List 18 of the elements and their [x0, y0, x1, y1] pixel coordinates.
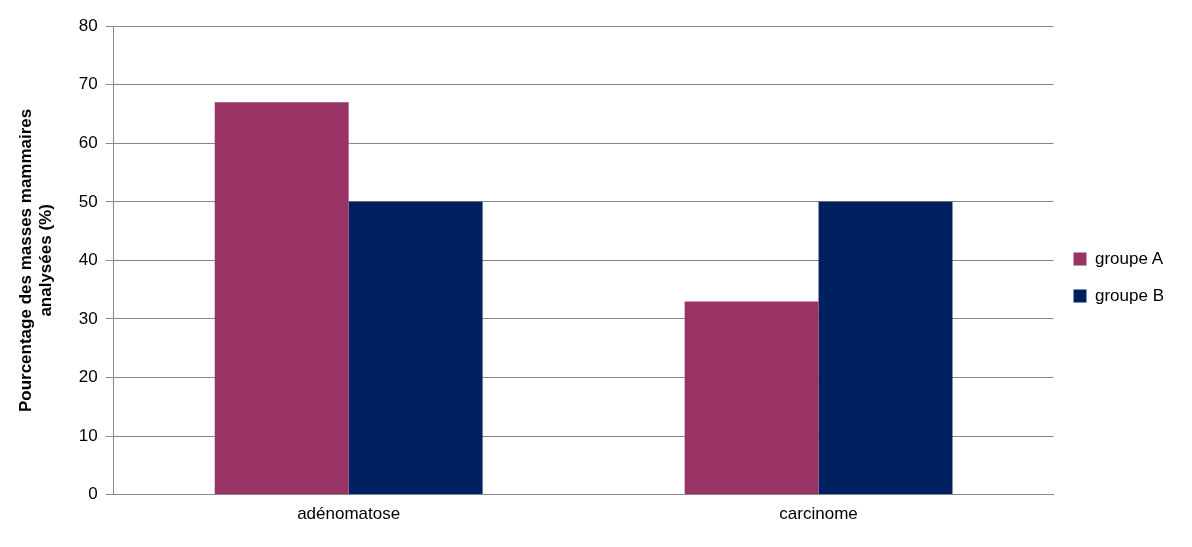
y-tick-label: 30 — [78, 308, 98, 328]
bar — [214, 102, 349, 495]
bar — [818, 201, 953, 495]
bar — [684, 301, 819, 495]
y-tick-label: 50 — [78, 191, 98, 211]
legend-label: groupe A — [1095, 248, 1164, 268]
y-tick-label: 40 — [78, 250, 98, 270]
x-tick-label: adénomatose — [297, 504, 401, 524]
x-tick-label: carcinome — [779, 504, 858, 524]
y-tick-label: 60 — [78, 132, 98, 152]
y-tick-label: 20 — [78, 367, 98, 387]
legend-label: groupe B — [1095, 285, 1164, 305]
bar — [348, 201, 483, 495]
y-tick-label: 0 — [88, 484, 98, 504]
y-tick-label: 80 — [78, 15, 98, 35]
y-axis-title: Pourcentage des masses mammaires analysées (%) — [15, 108, 56, 413]
y-tick-label: 10 — [78, 425, 98, 445]
y-tick-label: 70 — [78, 74, 98, 94]
